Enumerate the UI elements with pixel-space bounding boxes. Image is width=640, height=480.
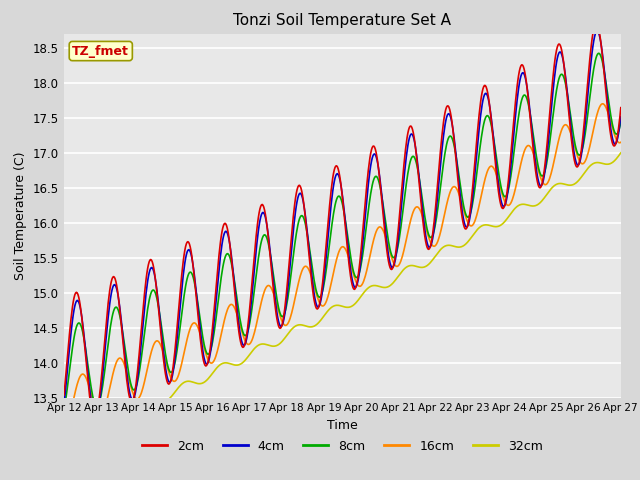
Text: TZ_fmet: TZ_fmet (72, 45, 129, 58)
X-axis label: Time: Time (327, 419, 358, 432)
Y-axis label: Soil Temperature (C): Soil Temperature (C) (15, 152, 28, 280)
Legend: 2cm, 4cm, 8cm, 16cm, 32cm: 2cm, 4cm, 8cm, 16cm, 32cm (137, 435, 548, 458)
Title: Tonzi Soil Temperature Set A: Tonzi Soil Temperature Set A (234, 13, 451, 28)
